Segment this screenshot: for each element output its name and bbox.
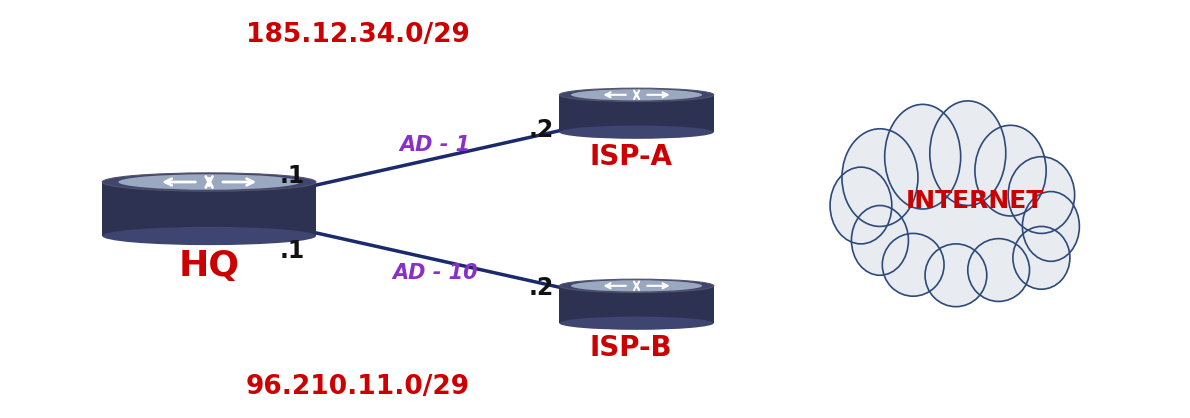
- Text: .2: .2: [528, 276, 555, 300]
- Ellipse shape: [884, 104, 960, 209]
- Ellipse shape: [1022, 191, 1079, 261]
- Ellipse shape: [929, 101, 1006, 206]
- Ellipse shape: [1013, 227, 1070, 289]
- Polygon shape: [559, 95, 714, 132]
- Ellipse shape: [975, 125, 1046, 216]
- Text: AD - 10: AD - 10: [392, 263, 477, 283]
- Ellipse shape: [925, 244, 987, 307]
- Ellipse shape: [851, 206, 908, 275]
- Ellipse shape: [559, 316, 714, 330]
- Text: .2: .2: [528, 118, 555, 142]
- Ellipse shape: [118, 174, 300, 190]
- Polygon shape: [559, 286, 714, 323]
- Ellipse shape: [559, 279, 714, 293]
- Text: ISP-A: ISP-A: [589, 143, 672, 171]
- Text: .1: .1: [280, 164, 305, 188]
- Ellipse shape: [102, 173, 317, 191]
- Ellipse shape: [850, 152, 1052, 266]
- Text: 185.12.34.0/29: 185.12.34.0/29: [245, 22, 470, 48]
- Text: .1: .1: [280, 239, 305, 263]
- Ellipse shape: [831, 167, 891, 244]
- Polygon shape: [102, 182, 317, 236]
- Ellipse shape: [571, 280, 702, 291]
- Ellipse shape: [559, 125, 714, 139]
- Text: HQ: HQ: [178, 249, 239, 283]
- Ellipse shape: [102, 227, 317, 245]
- Ellipse shape: [1008, 157, 1075, 233]
- Text: AD - 1: AD - 1: [399, 135, 470, 155]
- Ellipse shape: [843, 129, 917, 227]
- Ellipse shape: [571, 89, 702, 100]
- Ellipse shape: [967, 239, 1029, 301]
- Text: 96.210.11.0/29: 96.210.11.0/29: [245, 374, 470, 400]
- Ellipse shape: [559, 88, 714, 102]
- Ellipse shape: [882, 233, 944, 296]
- Text: ISP-B: ISP-B: [589, 334, 672, 362]
- Text: INTERNET: INTERNET: [906, 189, 1044, 213]
